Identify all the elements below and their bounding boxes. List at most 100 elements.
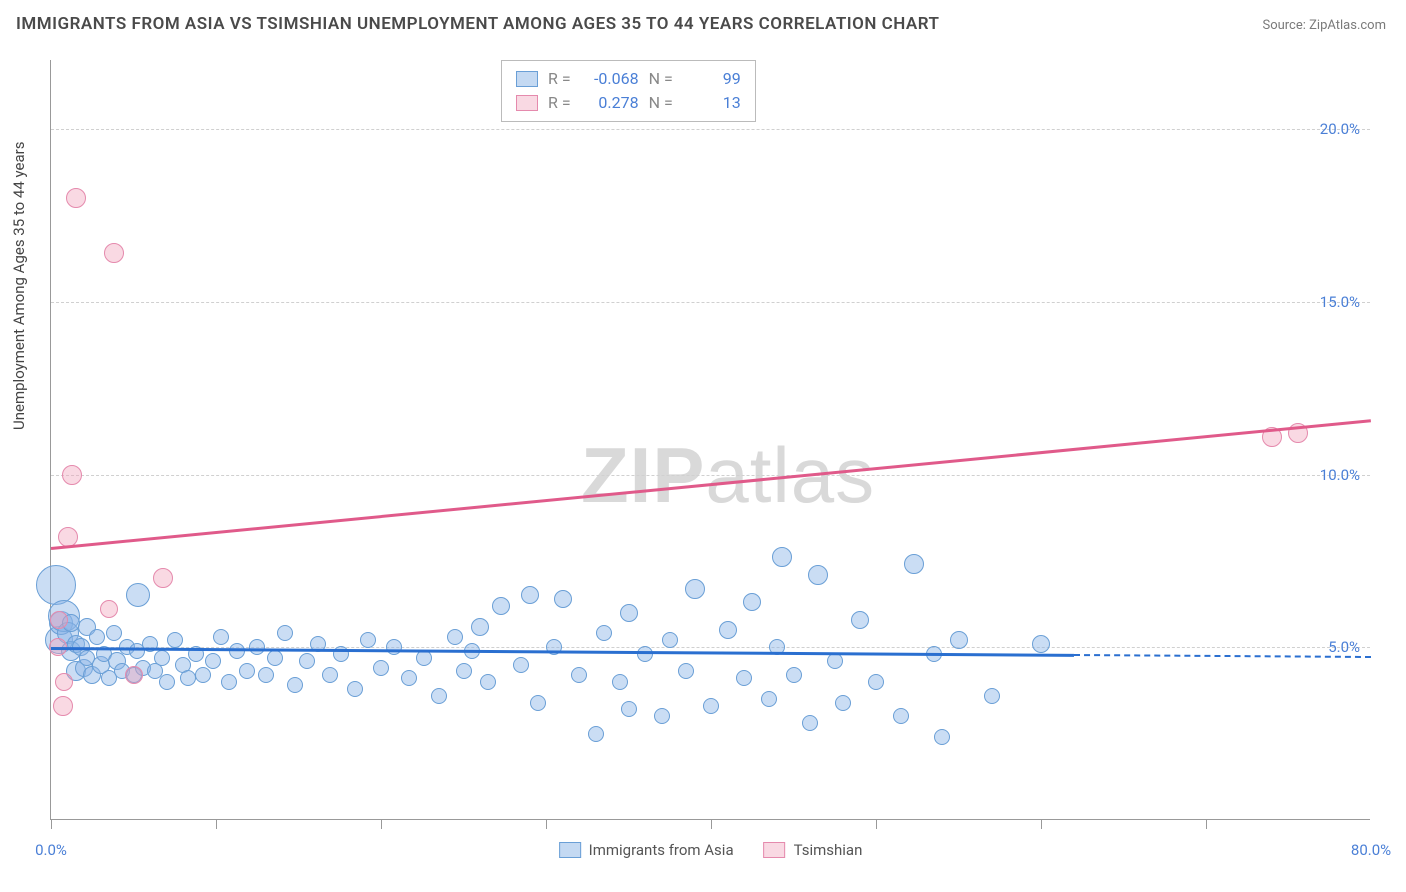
data-point xyxy=(104,243,124,263)
data-point xyxy=(249,639,265,655)
data-point xyxy=(743,593,761,611)
data-point xyxy=(258,667,274,683)
stats-row-pink: R = 0.278 N = 13 xyxy=(516,91,741,115)
data-point xyxy=(159,674,175,690)
data-point xyxy=(904,554,924,574)
data-point xyxy=(299,653,315,669)
gridline-horizontal xyxy=(51,302,1370,303)
source-attribution: Source: ZipAtlas.com xyxy=(1262,18,1386,33)
data-point xyxy=(827,653,843,669)
data-point xyxy=(662,632,678,648)
data-point xyxy=(554,590,572,608)
legend-item-pink: Tsimshian xyxy=(764,841,863,859)
n-label: N = xyxy=(649,91,673,115)
x-tick xyxy=(876,819,877,829)
data-point xyxy=(55,673,73,691)
data-point xyxy=(471,618,489,636)
data-point xyxy=(588,726,604,742)
legend-item-blue: Immigrants from Asia xyxy=(559,841,734,859)
data-point xyxy=(685,579,705,599)
r-label: R = xyxy=(548,67,571,91)
pink-swatch-icon xyxy=(764,842,786,858)
data-point xyxy=(347,681,363,697)
r-label: R = xyxy=(548,91,571,115)
data-point xyxy=(50,611,68,629)
data-point xyxy=(703,698,719,714)
pink-n-value: 13 xyxy=(683,91,741,115)
data-point xyxy=(447,629,463,645)
data-point xyxy=(612,674,628,690)
data-point xyxy=(126,583,150,607)
data-point xyxy=(213,629,229,645)
data-point xyxy=(360,632,376,648)
data-point xyxy=(513,657,529,673)
data-point xyxy=(36,565,76,605)
data-point xyxy=(492,597,510,615)
gridline-horizontal xyxy=(51,129,1370,130)
data-point xyxy=(456,663,472,679)
data-point xyxy=(893,708,909,724)
y-tick-label: 5.0% xyxy=(1328,638,1360,656)
data-point xyxy=(521,586,539,604)
blue-swatch-icon xyxy=(559,842,581,858)
blue-swatch-icon xyxy=(516,71,538,87)
data-point xyxy=(678,663,694,679)
data-point xyxy=(736,670,752,686)
y-tick-label: 20.0% xyxy=(1320,120,1360,138)
data-point xyxy=(596,625,612,641)
data-point xyxy=(621,701,637,717)
data-point xyxy=(868,674,884,690)
data-point xyxy=(153,568,173,588)
data-point xyxy=(950,631,968,649)
legend-pink-label: Tsimshian xyxy=(794,841,863,859)
stats-row-blue: R = -0.068 N = 99 xyxy=(516,67,741,91)
x-tick xyxy=(711,819,712,829)
gridline-horizontal xyxy=(51,475,1370,476)
trend-line-blue xyxy=(51,647,1074,656)
data-point xyxy=(106,625,122,641)
legend-blue-label: Immigrants from Asia xyxy=(589,841,734,859)
x-tick xyxy=(216,819,217,829)
data-point xyxy=(571,667,587,683)
data-point xyxy=(802,715,818,731)
data-point xyxy=(480,674,496,690)
data-point xyxy=(934,729,950,745)
x-tick xyxy=(381,819,382,829)
data-point xyxy=(637,646,653,662)
data-point xyxy=(322,667,338,683)
x-tick xyxy=(1206,819,1207,829)
pink-swatch-icon xyxy=(516,95,538,111)
x-tick-label: 80.0% xyxy=(1351,841,1391,859)
data-point xyxy=(239,663,255,679)
data-point xyxy=(100,600,118,618)
pink-r-value: 0.278 xyxy=(581,91,639,115)
data-point xyxy=(180,670,196,686)
data-point xyxy=(835,695,851,711)
blue-n-value: 99 xyxy=(683,67,741,91)
data-point xyxy=(167,632,183,648)
data-point xyxy=(851,611,869,629)
stats-legend: R = -0.068 N = 99 R = 0.278 N = 13 xyxy=(501,60,756,122)
data-point xyxy=(125,666,143,684)
n-label: N = xyxy=(649,67,673,91)
data-point xyxy=(719,621,737,639)
data-point xyxy=(401,670,417,686)
data-point xyxy=(1032,635,1050,653)
blue-r-value: -0.068 xyxy=(581,67,639,91)
data-point xyxy=(221,674,237,690)
data-point xyxy=(195,667,211,683)
data-point xyxy=(154,650,170,666)
data-point xyxy=(761,691,777,707)
y-tick-label: 15.0% xyxy=(1320,293,1360,311)
source-name: ZipAtlas.com xyxy=(1309,18,1386,33)
data-point xyxy=(89,629,105,645)
data-point xyxy=(277,625,293,641)
data-point xyxy=(267,650,283,666)
x-tick xyxy=(51,819,52,829)
bottom-legend: Immigrants from Asia Tsimshian xyxy=(559,841,863,859)
source-prefix: Source: xyxy=(1262,18,1309,33)
y-tick-label: 10.0% xyxy=(1320,466,1360,484)
data-point xyxy=(66,188,86,208)
data-point xyxy=(205,653,221,669)
x-tick-label: 0.0% xyxy=(35,841,67,859)
